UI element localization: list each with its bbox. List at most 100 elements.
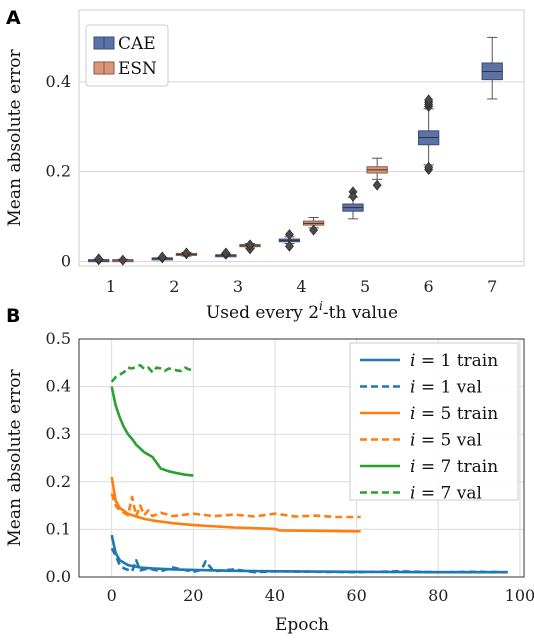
box-outlier-marker [285, 240, 294, 252]
box-outlier-marker [94, 253, 104, 265]
legend-swatch-cae-left [93, 36, 105, 50]
legend-swatch-cae-right [103, 36, 115, 50]
box-outlier-marker [424, 161, 434, 173]
series-line-0 [110, 534, 508, 574]
panel-b-y-tick-label: 0.1 [46, 519, 71, 538]
panel-b-linechart: 0.0 0.1 0.2 0.3 0.4 0.5 0 20 40 60 80 100 Mean abs… [5, 329, 534, 635]
box-outlier-marker [157, 251, 167, 263]
panel-b-y-tick-label: 0.0 [46, 567, 71, 586]
panel-b-y-axis-label: Mean absolute error [5, 368, 25, 546]
legend-label-var: i [410, 484, 415, 504]
panel-a-x-axis-label: Used every 2i-th value [206, 299, 398, 323]
box-outlier-marker [221, 247, 231, 259]
legend-label-4: i = 7 train [410, 457, 498, 477]
panel-b-x-tick-label: 60 [346, 586, 366, 605]
box-cae-6 [417, 94, 440, 175]
panel-b-x-tick-label: 20 [183, 586, 203, 605]
panel-b-plot-area [78, 338, 525, 578]
panel-a-boxplot: 0 0.2 0.4 1 2 3 4 5 6 7 Mean absolute error Used… [5, 9, 525, 323]
legend-label-var: i [410, 378, 415, 398]
panel-b-x-tick-label: 100 [505, 586, 534, 605]
panel-b-x-tick-label: 0 [107, 586, 117, 605]
panel-b-legend-frame [349, 342, 519, 501]
box-cae-7 [481, 36, 503, 100]
panel-b-y-tick-label: 0.5 [46, 329, 71, 348]
panel-a-x-tick-label: 4 [296, 277, 306, 296]
legend-label-text: = 7 val [415, 484, 481, 504]
legend-label-var: i [410, 404, 415, 424]
series-line-5 [110, 363, 194, 383]
panel-a-x-ticks: 1 2 3 4 5 6 7 [106, 277, 498, 296]
legend-label-var: i [410, 351, 415, 371]
panel-b-y-tick-label: 0.4 [46, 377, 71, 396]
panel-b-label: B [6, 305, 20, 327]
legend-label-text: = 7 train [415, 457, 498, 477]
legend-label-cae: CAE [118, 34, 156, 54]
legend-swatch-cae [93, 36, 115, 50]
panel-a-x-tick-label: 5 [360, 277, 370, 296]
series-line-3 [110, 493, 361, 519]
legend-label-var: i [410, 431, 415, 451]
panel-b-y-tick-label: 0.2 [46, 472, 71, 491]
box-outlier-marker [182, 247, 191, 259]
box-outlier-marker [348, 190, 358, 202]
legend-label-1: i = 1 val [410, 378, 482, 398]
panel-a-x-tick-label: 6 [424, 277, 434, 296]
legend-label-text: = 5 val [415, 431, 481, 451]
legend-label-text: = 1 val [415, 378, 481, 398]
panel-a-x-tick-label: 2 [169, 277, 179, 296]
legend-swatch-esn [93, 61, 115, 75]
box-outlier-marker [372, 179, 382, 191]
box-outlier-marker [245, 239, 255, 251]
legend-swatch-esn-right [103, 61, 115, 75]
box-outlier-marker [424, 94, 434, 106]
panel-a-x-tick-label: 1 [106, 277, 116, 296]
box-outlier-marker [285, 229, 294, 241]
panel-b-x-tick-label: 40 [265, 586, 285, 605]
panel-a-plot-area [78, 9, 525, 267]
series-line-4 [110, 386, 194, 477]
legend-swatch-esn-left [93, 61, 105, 75]
box-cae-2 [151, 251, 173, 264]
panel-a-y-tick-label: 0.2 [46, 162, 71, 181]
panel-a-gridlines [79, 81, 524, 263]
box-esn-5 [366, 157, 388, 191]
box-cae-1 [88, 253, 110, 266]
panel-b-x-ticks: 0 20 40 60 80 100 [107, 586, 534, 605]
series-line-1 [110, 547, 508, 574]
legend-label-text: = 1 train [415, 351, 498, 371]
box-esn-4 [302, 216, 325, 236]
legend-label-5: i = 7 val [410, 484, 482, 504]
panel-b-series-lines [110, 363, 508, 574]
legend-label-0: i = 1 train [410, 351, 498, 371]
panel-a-y-axis-label: Mean absolute error [5, 48, 25, 226]
legend-label-var: i [410, 457, 415, 477]
panel-a-legend: CAE ESN [85, 24, 169, 87]
series-line-2 [110, 476, 361, 533]
legend-label-esn: ESN [118, 59, 157, 79]
legend-label-3: i = 5 val [410, 431, 482, 451]
box-cae-4 [278, 229, 301, 252]
box-cae-3 [215, 247, 237, 260]
legend-label-text: = 5 train [415, 404, 498, 424]
legend-label-2: i = 5 train [410, 404, 498, 424]
box-esn-1 [112, 254, 134, 266]
panel-a-label: A [6, 7, 21, 29]
box-esn-3 [239, 239, 261, 255]
panel-a-y-tick-label: 0.4 [46, 72, 71, 91]
panel-a-y-tick-label: 0 [61, 252, 71, 271]
panel-b-y-ticks: 0.0 0.1 0.2 0.3 0.4 0.5 [46, 329, 71, 586]
box-cae-5 [342, 186, 364, 220]
panel-b-x-tick-label: 80 [428, 586, 448, 605]
box-esn-2 [175, 247, 198, 260]
panel-a-x-tick-label: 7 [487, 277, 497, 296]
panel-a-y-ticks: 0 0.2 0.4 [46, 72, 71, 271]
panel-b-x-axis-label: Epoch [275, 615, 329, 635]
panel-a-x-tick-label: 3 [233, 277, 243, 296]
panel-b-y-tick-label: 0.3 [46, 424, 71, 443]
panel-a-boxes [88, 36, 503, 266]
box-outlier-marker [118, 254, 128, 266]
box-outlier-marker [309, 224, 318, 236]
